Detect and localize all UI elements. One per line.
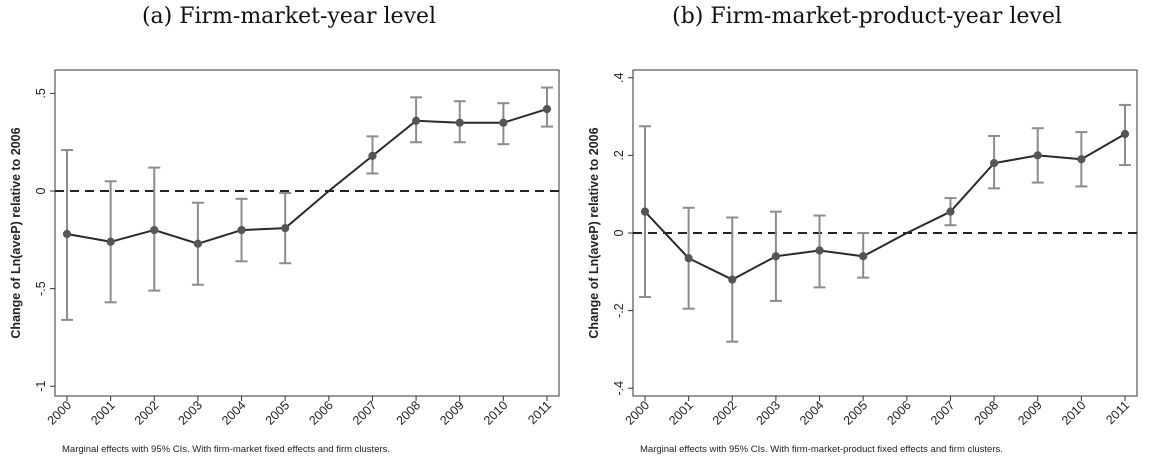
x-tick-label: 2010 bbox=[481, 398, 511, 428]
x-tick-label: 2007 bbox=[928, 398, 958, 428]
data-point bbox=[1077, 155, 1086, 164]
data-point bbox=[368, 151, 377, 160]
y-tick-label: .4 bbox=[612, 73, 626, 83]
data-point bbox=[1033, 151, 1042, 160]
data-point bbox=[499, 118, 508, 127]
x-tick-label: 2008 bbox=[972, 398, 1002, 428]
x-tick-label: 2011 bbox=[1103, 398, 1132, 427]
x-tick-label: 2004 bbox=[219, 398, 249, 428]
x-tick-label: 2006 bbox=[884, 398, 914, 428]
data-point bbox=[106, 237, 115, 246]
series-line bbox=[644, 133, 1126, 281]
data-point bbox=[815, 246, 824, 255]
panel-a-title: (a) Firm-market-year level bbox=[141, 4, 437, 29]
data-point bbox=[281, 224, 290, 233]
data-point bbox=[1120, 129, 1130, 139]
y-tick-label: -.5 bbox=[34, 281, 48, 296]
y-tick-label: .5 bbox=[34, 88, 48, 98]
data-point bbox=[771, 252, 781, 261]
data-point bbox=[411, 116, 421, 125]
x-tick-label: 2009 bbox=[1015, 398, 1045, 428]
x-tick-label: 2008 bbox=[394, 398, 424, 428]
chart-note: Marginal effects with 95% CIs. With firm… bbox=[62, 444, 390, 455]
y-axis-label: Change of Ln(aveP) relative to 2006 bbox=[587, 127, 601, 338]
y-tick-label: -.2 bbox=[612, 303, 626, 318]
panel-a: (a) Firm-market-year level -1 -.5 0 .5 2000 2… bbox=[9, 4, 560, 455]
data-point bbox=[640, 207, 650, 216]
data-point bbox=[859, 252, 868, 261]
x-tick-label: 2001 bbox=[88, 398, 118, 428]
chart-note: Marginal effects with 95% CIs. With firm… bbox=[640, 444, 1003, 455]
x-tick-label: 2007 bbox=[350, 398, 380, 428]
data-point bbox=[62, 229, 72, 239]
data-point bbox=[728, 275, 737, 284]
y-tick-label: -1 bbox=[34, 381, 48, 392]
x-tick-label: 2004 bbox=[797, 398, 827, 428]
x-tick-label: 2003 bbox=[753, 398, 783, 428]
data-point bbox=[193, 239, 203, 248]
data-point bbox=[542, 104, 552, 114]
y-tick-label: .2 bbox=[612, 150, 626, 160]
data-point bbox=[989, 159, 999, 168]
x-tick-label: 2009 bbox=[437, 398, 467, 428]
series-line bbox=[66, 108, 548, 245]
x-tick-label: 2005 bbox=[841, 398, 871, 428]
x-tick-label: 2000 bbox=[623, 398, 653, 428]
panel-b-chart: -.4 -.2 0 .2 .4 2000 2001 2002 2003 2004 2005 2006 2… bbox=[587, 69, 1138, 455]
x-tick-label: 2003 bbox=[175, 398, 205, 428]
plot-frame bbox=[54, 69, 560, 397]
data-point bbox=[150, 225, 159, 235]
x-tick-label: 2011 bbox=[525, 398, 554, 427]
x-tick-label: 2010 bbox=[1059, 398, 1089, 428]
panel-b-title: (b) Firm-market-product-year level bbox=[672, 4, 1062, 29]
panel-a-chart: -1 -.5 0 .5 2000 2001 2002 2003 2004 2005 2006 2007… bbox=[9, 69, 560, 455]
x-tick-label: 2002 bbox=[132, 398, 162, 428]
data-point bbox=[237, 225, 246, 235]
x-tick-label: 2000 bbox=[45, 398, 75, 428]
x-tick-label: 2002 bbox=[710, 398, 740, 428]
x-tick-label: 2005 bbox=[263, 398, 293, 428]
data-point bbox=[684, 254, 693, 263]
data-point bbox=[455, 118, 464, 127]
y-tick-label: 0 bbox=[612, 229, 626, 236]
data-point bbox=[946, 207, 955, 216]
y-axis-label: Change of Ln(aveP) relative to 2006 bbox=[9, 127, 23, 338]
x-tick-label: 2001 bbox=[666, 398, 696, 428]
y-tick-label: -.4 bbox=[612, 381, 626, 396]
x-tick-label: 2006 bbox=[306, 398, 336, 428]
panel-b: (b) Firm-market-product-year level -.4 -.… bbox=[578, 0, 1156, 462]
y-tick-label: 0 bbox=[34, 188, 48, 195]
